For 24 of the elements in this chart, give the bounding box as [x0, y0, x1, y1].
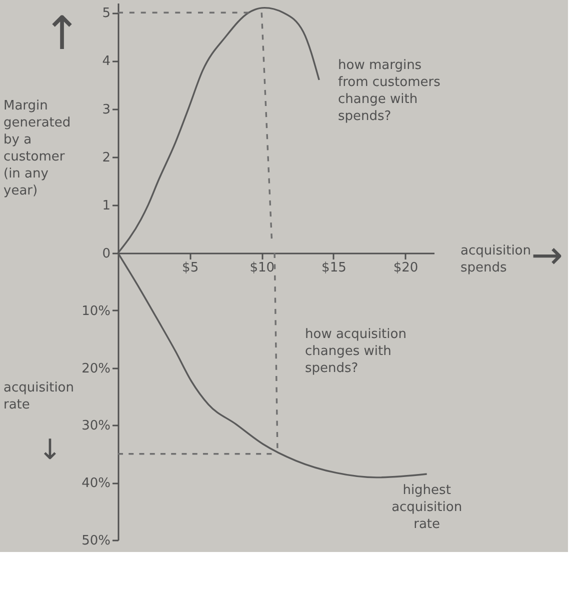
text: ↑	[42, 6, 82, 60]
y-tick-label: 20%	[82, 361, 110, 376]
x-tick-label: $15	[322, 260, 346, 276]
text: →	[531, 233, 563, 277]
y-tick-label: 50%	[82, 534, 110, 548]
y-axis-title: Margin generated by a customer (in any year)	[4, 98, 71, 198]
x-tick-label: $10	[250, 260, 275, 276]
annotation: how margins from customers change with spends?	[338, 58, 441, 124]
y-tick-label: 10%	[82, 304, 110, 319]
y-tick-label: 1	[102, 198, 110, 214]
annotation: highest acquisition rate	[392, 482, 462, 532]
text: ↓	[38, 433, 62, 466]
y-tick-label: 3	[102, 102, 110, 118]
x-tick-label: $5	[182, 260, 199, 276]
y-tick-label: 4	[102, 54, 110, 70]
annotation: how acquisition changes with spends?	[305, 327, 406, 376]
x-axis-title: acquisition spends	[460, 244, 532, 276]
y-tick-label: 40%	[82, 476, 110, 492]
y-axis-title: acquisition rate	[4, 380, 74, 412]
y-tick-label: 2	[102, 150, 110, 166]
y-tick-label: 5	[102, 6, 110, 22]
x-tick-label: $20	[393, 260, 418, 276]
y-tick-label: 30%	[82, 418, 110, 434]
y-tick-label: 0	[102, 246, 110, 262]
